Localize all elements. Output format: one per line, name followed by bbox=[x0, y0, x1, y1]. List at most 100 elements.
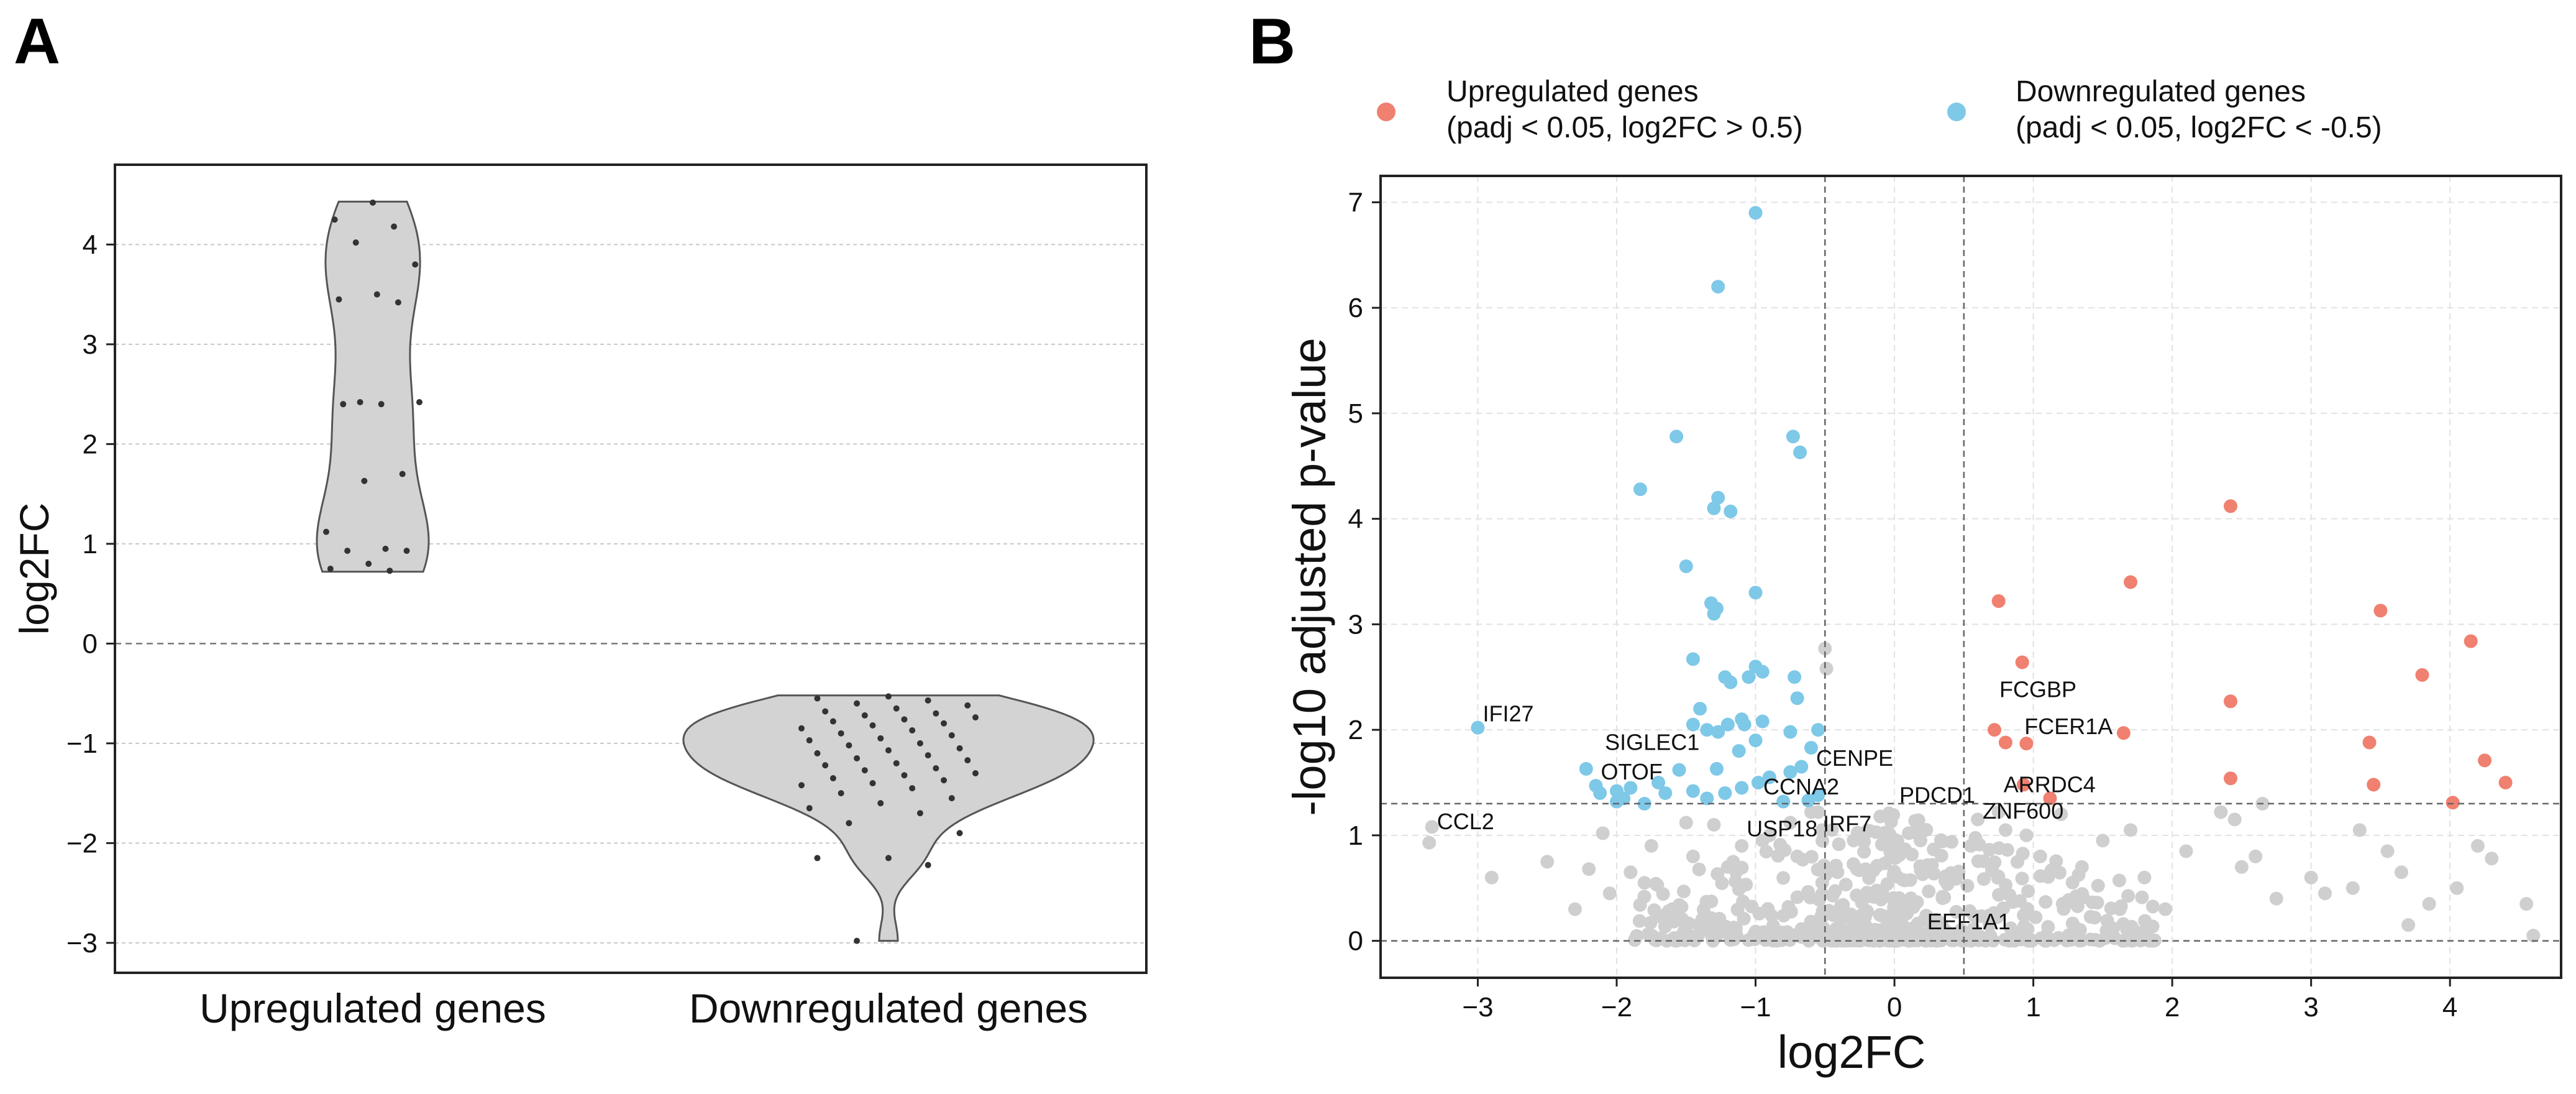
violin-point bbox=[901, 716, 908, 723]
volcano-ns-point bbox=[1774, 933, 1789, 947]
violin-y-tick-label: −3 bbox=[66, 928, 98, 958]
violin-point bbox=[972, 770, 979, 777]
violin-y-tick-label: −2 bbox=[66, 828, 98, 858]
volcano-ns-point bbox=[2041, 920, 2055, 934]
volcano-ns-point bbox=[1922, 932, 1937, 947]
volcano-ns-point bbox=[2124, 823, 2138, 837]
violin-axes-frame bbox=[114, 163, 1148, 974]
volcano-up-point bbox=[2373, 604, 2388, 618]
volcano-ns-point bbox=[2065, 875, 2080, 889]
volcano-y-tick-label: 1 bbox=[1348, 820, 1363, 851]
volcano-ns-point bbox=[2021, 907, 2035, 921]
volcano-ns-point bbox=[1901, 929, 1916, 943]
volcano-y-tick-label: 5 bbox=[1348, 398, 1363, 429]
violin-point bbox=[893, 760, 900, 766]
volcano-ns-point bbox=[1811, 863, 1825, 877]
violin-body bbox=[682, 694, 1095, 942]
volcano-y-axis-label: -log10 adjusted p-value bbox=[1284, 338, 1335, 816]
volcano-ns-point bbox=[1568, 902, 1582, 916]
volcano-up-point bbox=[2019, 737, 2034, 751]
violin-point bbox=[336, 296, 342, 303]
violin-point bbox=[822, 762, 829, 769]
violin-point bbox=[846, 742, 852, 749]
volcano-ns-point bbox=[1677, 885, 1691, 899]
volcano-y-tick-label: 0 bbox=[1348, 926, 1363, 957]
volcano-ns-point bbox=[1710, 926, 1724, 940]
volcano-ns-point bbox=[1964, 839, 1978, 853]
violin-point bbox=[340, 401, 347, 408]
violin-y-ticks: 4 3 2 1 0 −1 −2 −3 bbox=[66, 229, 115, 958]
volcano-gene-label: CCL2 bbox=[1437, 809, 1494, 834]
volcano-upregulated-points bbox=[1988, 499, 2513, 810]
volcano-ns-point bbox=[2519, 897, 2534, 911]
volcano-ns-point bbox=[2249, 849, 2263, 863]
volcano-ns-point bbox=[1966, 922, 1981, 936]
violin-point bbox=[829, 718, 836, 725]
volcano-ns-point bbox=[1727, 921, 1741, 935]
volcano-x-tick-label: −1 bbox=[1740, 992, 1771, 1023]
volcano-ns-point bbox=[1761, 902, 1775, 916]
legend-down-desc: (padj < 0.05, log2FC < -0.5) bbox=[2016, 111, 2382, 144]
volcano-down-point bbox=[1711, 280, 1725, 294]
volcano-ns-point bbox=[1776, 908, 1791, 922]
violin-body bbox=[316, 200, 430, 573]
violin-point bbox=[956, 745, 963, 752]
volcano-down-point bbox=[1709, 761, 1724, 776]
volcano-ns-point bbox=[2100, 924, 2114, 939]
volcano-ns-point bbox=[1650, 878, 1665, 892]
volcano-ns-point bbox=[1658, 919, 1672, 934]
volcano-gene-label: FCER1A bbox=[2024, 714, 2112, 739]
volcano-up-point bbox=[2043, 791, 2057, 806]
volcano-ns-point bbox=[1927, 866, 1941, 881]
volcano-down-point bbox=[1793, 445, 1807, 459]
volcano-ns-point bbox=[2179, 844, 2193, 858]
volcano-down-point bbox=[1669, 430, 1684, 444]
violin-x-labels: Upregulated genes Downregulated genes bbox=[199, 985, 1088, 1031]
volcano-ns-point bbox=[1790, 890, 1804, 904]
violin-point bbox=[972, 714, 979, 721]
volcano-down-point bbox=[1762, 770, 1776, 784]
volcano-down-point bbox=[1700, 723, 1714, 737]
volcano-ns-point bbox=[1624, 865, 1638, 880]
volcano-axes-frame bbox=[1379, 175, 2562, 979]
volcano-ns-point bbox=[1818, 641, 1832, 656]
volcano-ns-point bbox=[1922, 885, 1936, 899]
volcano-ns-point bbox=[1747, 929, 1761, 944]
volcano-ns-point bbox=[1804, 850, 1819, 864]
volcano-ns-point bbox=[2054, 807, 2068, 821]
volcano-ns-point bbox=[1870, 859, 1884, 873]
volcano-ns-point bbox=[1902, 826, 1916, 840]
volcano-up-point bbox=[2446, 796, 2460, 810]
volcano-y-tick-label: 2 bbox=[1348, 715, 1363, 745]
violin-point bbox=[909, 785, 916, 792]
volcano-ns-point bbox=[2104, 901, 2118, 916]
volcano-ns-point bbox=[2137, 870, 2152, 885]
volcano-up-point bbox=[2367, 778, 2381, 792]
violin-point bbox=[822, 708, 829, 715]
volcano-ns-point bbox=[1484, 870, 1499, 885]
volcano-ns-point bbox=[1860, 905, 1874, 919]
violin-point bbox=[885, 855, 892, 862]
volcano-down-point bbox=[1672, 763, 1686, 777]
legend-up-marker bbox=[1377, 103, 1395, 121]
volcano-ns-point bbox=[1804, 805, 1818, 819]
volcano-x-ticks: −3 −2 −1 0 1 2 3 4 bbox=[1462, 978, 2457, 1023]
volcano-ns-point bbox=[2096, 834, 2110, 848]
volcano-down-point bbox=[1752, 775, 1765, 789]
volcano-ns-point bbox=[1665, 902, 1679, 916]
volcano-ns-point bbox=[1860, 886, 1875, 900]
violin-x-label: Downregulated genes bbox=[689, 985, 1088, 1031]
volcano-downregulated-points bbox=[1471, 206, 1825, 811]
volcano-threshold-lines bbox=[1381, 176, 2561, 978]
volcano-ns-point bbox=[1847, 857, 1861, 871]
volcano-down-point bbox=[1776, 794, 1791, 809]
violin-y-tick-label: −1 bbox=[66, 729, 98, 759]
volcano-up-point bbox=[2016, 778, 2030, 792]
volcano-ns-point bbox=[1973, 933, 1987, 947]
volcano-ns-point bbox=[2345, 881, 2360, 895]
volcano-ns-point bbox=[1935, 889, 1950, 904]
volcano-ns-point bbox=[2010, 855, 2024, 869]
violin-point bbox=[941, 777, 948, 784]
volcano-ns-point bbox=[1847, 915, 1861, 929]
